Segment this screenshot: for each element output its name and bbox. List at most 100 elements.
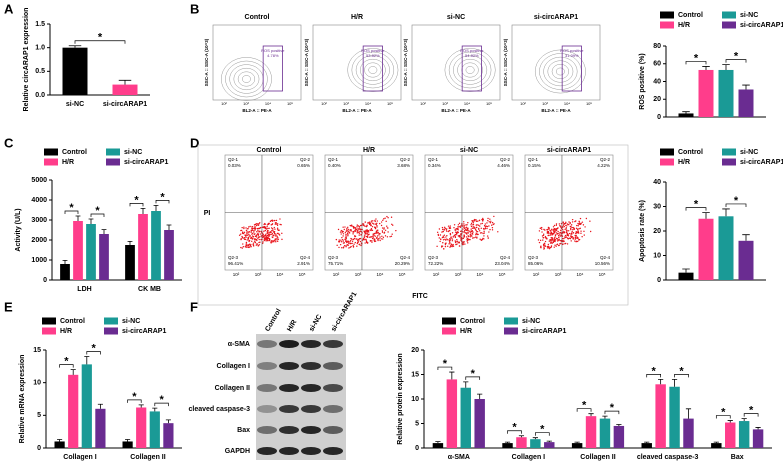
event-dot [274, 222, 277, 224]
contour [359, 58, 386, 82]
y-tick-label: 5 [415, 420, 419, 427]
blot-band [323, 384, 343, 392]
event-dot [248, 233, 250, 236]
error-bar [702, 212, 710, 219]
y-axis-label: Activity (U/L) [15, 208, 22, 251]
event-dot [470, 222, 473, 225]
bar [502, 443, 513, 448]
blot-band [323, 426, 343, 434]
event-dot [247, 234, 249, 236]
blot-band [257, 362, 277, 370]
legend-swatch [660, 148, 674, 156]
gate [561, 45, 582, 92]
event-dot [462, 228, 464, 230]
legend-label: si-NC [122, 318, 140, 325]
event-dot [580, 230, 582, 232]
quadrant-name: Q2-4 [300, 255, 311, 260]
event-dot [476, 224, 478, 226]
event-dot [254, 229, 256, 231]
event-dot [448, 243, 450, 245]
event-dot [565, 221, 567, 224]
plot-title: Control [257, 147, 282, 154]
event-dot [257, 237, 259, 240]
event-dot [264, 227, 267, 230]
error-bar [84, 356, 90, 365]
event-dot [552, 240, 555, 242]
event-dot [540, 226, 543, 229]
event-dot [379, 233, 381, 235]
event-dot [451, 245, 453, 248]
y-tick-label: 40 [653, 78, 661, 85]
bar [711, 443, 722, 448]
event-dot [387, 231, 389, 233]
event-dot [457, 227, 459, 229]
event-dot [376, 225, 378, 227]
event-dot [372, 235, 374, 238]
event-dot [571, 233, 573, 235]
event-dot [574, 234, 576, 237]
event-dot [271, 240, 274, 242]
event-dot [562, 221, 564, 223]
y-tick-label: 4000 [31, 197, 47, 204]
bar [149, 411, 160, 448]
error-bar [722, 64, 730, 70]
event-dot [569, 222, 572, 224]
event-dot [457, 235, 460, 237]
event-dot [362, 237, 365, 240]
event-dot [565, 231, 568, 234]
event-dot [477, 233, 479, 236]
x-axis-label: BL2-A :: PE-A [541, 108, 571, 113]
event-dot [253, 238, 256, 240]
x-tick-label: 10² [433, 272, 440, 277]
event-dot [564, 228, 566, 231]
blot-band [323, 447, 343, 455]
x-tick-label: 10³ [255, 272, 262, 277]
event-dot [547, 243, 550, 246]
event-dot [351, 242, 353, 245]
event-dot [449, 230, 451, 232]
y-axis-label: SSC-A :: SSC-A (10^3) [204, 38, 209, 86]
event-dot [357, 241, 359, 243]
contour [220, 57, 272, 101]
event-dot [380, 224, 383, 227]
event-dot [243, 227, 245, 230]
event-dot [485, 225, 488, 227]
event-dot [444, 245, 447, 248]
y-axis-label: SSC-A :: SSC-A (10^3) [503, 38, 508, 86]
quadrant-percent: 85.06% [528, 261, 543, 266]
event-dot [255, 234, 258, 237]
event-dot [549, 230, 552, 232]
event-dot [249, 235, 251, 238]
gate-percent: 4.78% [267, 53, 279, 58]
event-dot [363, 230, 365, 232]
error-bar [713, 441, 719, 444]
event-dot [575, 241, 577, 243]
event-dot [457, 229, 459, 231]
bar [86, 224, 96, 280]
event-dot [390, 216, 393, 218]
x-tick-label: 10² [420, 101, 426, 106]
row-label: Collagen I [217, 363, 251, 370]
event-dot [366, 233, 368, 235]
event-dot [487, 237, 489, 239]
event-dot [382, 236, 385, 239]
event-dot [482, 217, 484, 220]
event-dot [454, 229, 456, 231]
event-dot [344, 232, 347, 234]
event-dot [276, 227, 279, 229]
event-dot [382, 218, 385, 220]
event-dot [453, 224, 456, 226]
event-dot [352, 230, 355, 233]
bar [655, 384, 666, 448]
panel-letter: B [190, 1, 199, 16]
event-dot [578, 228, 580, 230]
event-dot [360, 234, 363, 236]
event-dot [338, 240, 340, 243]
panel-letter: C [4, 135, 14, 150]
event-dot [551, 229, 553, 231]
row-label: cleaved caspase-3 [189, 406, 251, 413]
event-dot [259, 233, 262, 235]
row-label: Collagen II [215, 385, 250, 392]
event-dot [274, 228, 276, 230]
event-dot [264, 223, 266, 225]
